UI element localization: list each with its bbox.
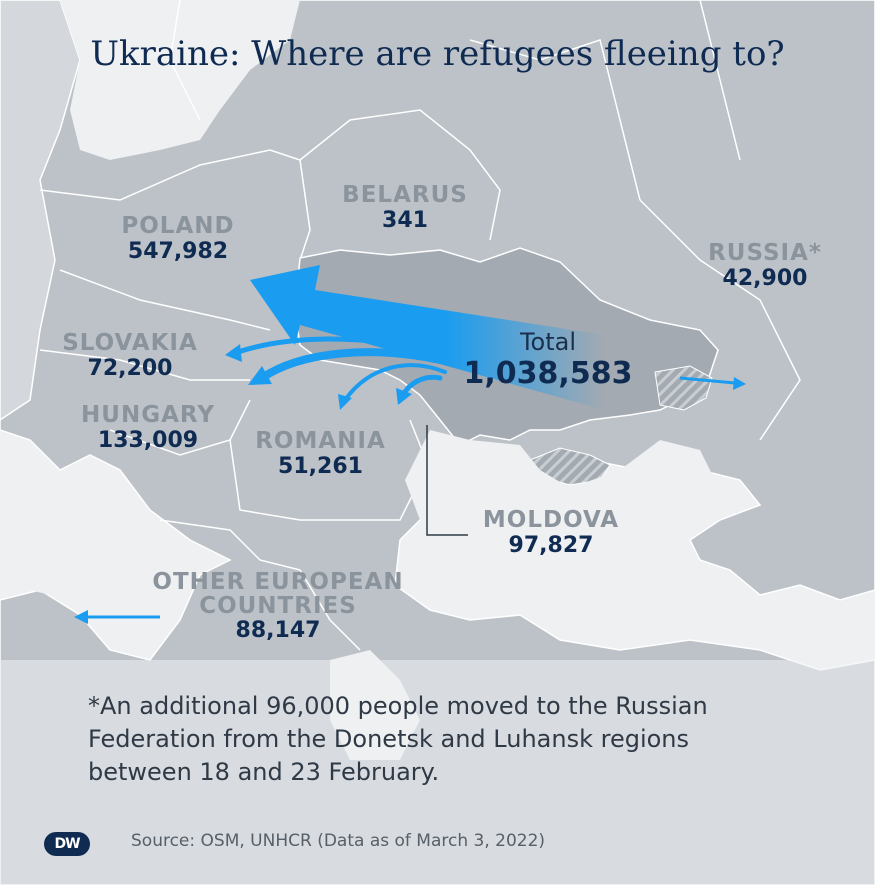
country-name-belarus: BELARUS [342, 182, 468, 208]
country-name-other: OTHER EUROPEAN COUNTRIES [152, 569, 404, 620]
total-box: Total 1,038,583 [458, 328, 638, 391]
label-other-european: OTHER EUROPEAN COUNTRIES 88,147 [128, 570, 428, 644]
total-value: 1,038,583 [463, 356, 633, 391]
country-value-slovakia: 72,200 [87, 356, 173, 382]
label-hungary: HUNGARY 133,009 [68, 402, 228, 454]
country-name-russia: RUSSIA* [708, 240, 822, 266]
country-value-poland: 547,982 [127, 239, 229, 265]
country-name-moldova: MOLDOVA [482, 507, 620, 533]
sea-black [405, 430, 720, 565]
country-value-moldova: 97,827 [508, 533, 594, 559]
label-russia: RUSSIA* 42,900 [695, 240, 835, 292]
borders [39, 0, 801, 651]
footnote: *An additional 96,000 people moved to th… [88, 692, 708, 786]
country-name-hungary: HUNGARY [81, 402, 215, 428]
country-name-poland: POLAND [121, 213, 235, 239]
source-note: Source: OSM, UNHCR (Data as of March 3, … [131, 831, 546, 851]
moldova-pointer [426, 425, 468, 536]
label-romania: ROMANIA 51,261 [238, 428, 403, 480]
total-label: Total [519, 328, 577, 356]
label-poland: POLAND 547,982 [108, 213, 248, 265]
country-name-slovakia: SLOVAKIA [62, 330, 198, 356]
dw-logo: DW [44, 832, 90, 856]
arrow-russia [679, 376, 736, 385]
donbas-shape [654, 365, 713, 411]
country-value-hungary: 133,009 [97, 428, 199, 454]
country-value-russia: 42,900 [722, 266, 808, 292]
country-name-romania: ROMANIA [255, 428, 386, 454]
label-slovakia: SLOVAKIA 72,200 [50, 330, 210, 382]
label-moldova: MOLDOVA 97,827 [470, 507, 632, 559]
page-title: Ukraine: Where are refugees fleeing to? [90, 34, 785, 74]
country-value-romania: 51,261 [278, 454, 363, 480]
arrow-russia-head [733, 377, 746, 390]
country-value-other: 88,147 [235, 618, 321, 644]
label-belarus: BELARUS 341 [330, 182, 480, 234]
arrow-poland [250, 265, 605, 410]
footer-panel [0, 660, 875, 885]
sea-adriatic [0, 470, 160, 640]
arrow-other-head [74, 610, 88, 624]
country-value-belarus: 341 [382, 208, 428, 234]
arrow-heads [225, 344, 412, 410]
arrows-south [235, 336, 447, 402]
